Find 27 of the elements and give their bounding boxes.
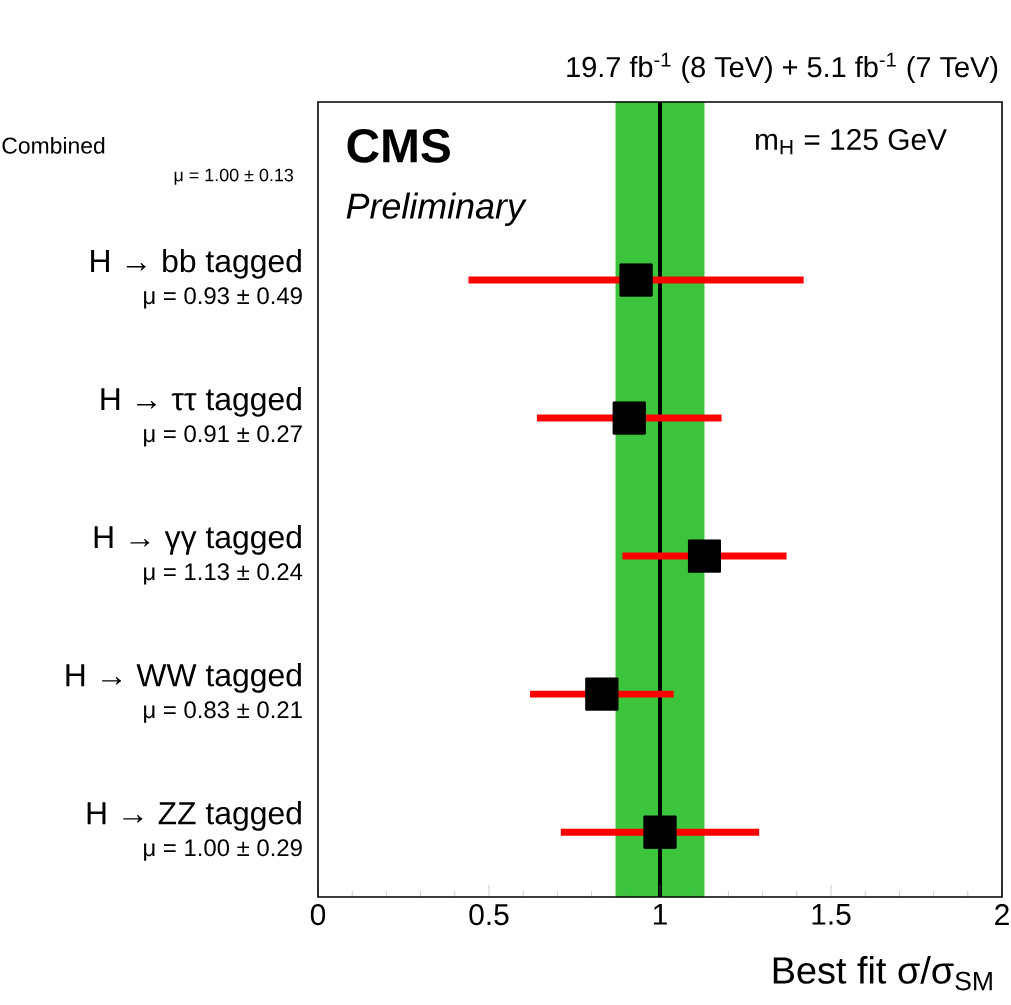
x-tick-label: 1.5 [812, 904, 851, 925]
text: Combined [2, 136, 105, 154]
annotation: m$_{H}$ = 125 GeV [756, 128, 947, 155]
x-axis-title: Best fit σ/σ$_{SM}$ [773, 956, 992, 991]
data-label: μ = 1.00 ± 0.29 [144, 839, 302, 861]
text: μ = 1.00 ± 0.13 [174, 168, 294, 185]
y-tick-label: H → bb tagged [91, 248, 301, 279]
y-tick-label: H → γγ tagged [94, 525, 301, 555]
x-tick-label: 2 [995, 904, 1009, 925]
y-tick-label: H → ττ tagged [101, 386, 301, 417]
data-label: μ = 1.13 ± 0.24 [144, 563, 303, 585]
point [612, 401, 646, 435]
data-label: μ = 0.93 ± 0.49 [144, 287, 302, 309]
point [688, 539, 721, 573]
y-tick-label: H → ZZ tagged [87, 801, 301, 831]
chart-title: 19.7 fb$^{-1}$ (8 TeV) + 5.1 fb$^{-1}$ (7 TeV) [567, 52, 998, 84]
x-tick-label: 1 [653, 904, 667, 925]
annotation: Preliminary [346, 192, 527, 226]
x-tick-label: 0 [310, 904, 326, 926]
point [643, 815, 677, 849]
x-tick-label: 0.5 [469, 904, 509, 926]
y-tick-label: H → WW tagged [66, 663, 301, 693]
point [585, 677, 619, 711]
data-label: μ = 0.91 ± 0.27 [144, 425, 302, 447]
data-label: μ = 0.83 ± 0.21 [144, 701, 302, 723]
annotation: CMS [347, 128, 450, 163]
point [619, 263, 653, 297]
